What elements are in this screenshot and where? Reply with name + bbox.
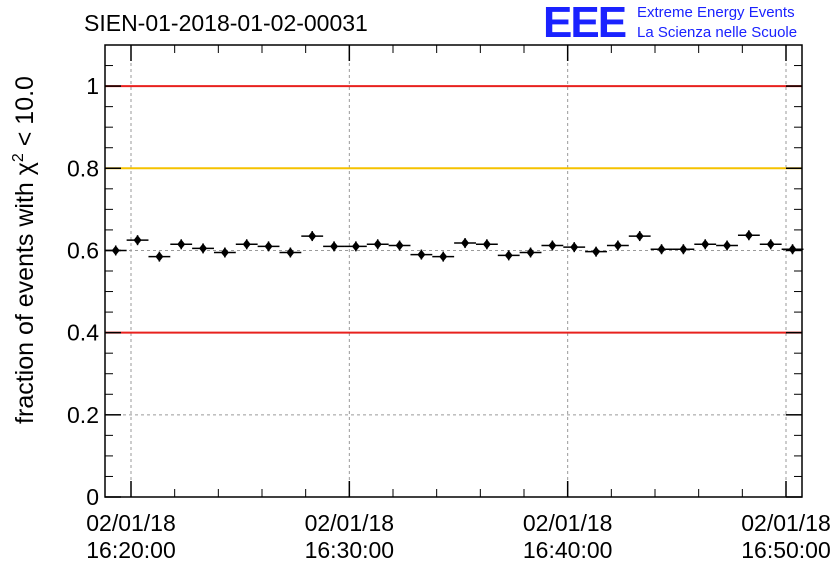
y-tick-label: 0.8 bbox=[67, 155, 99, 181]
data-point-marker bbox=[417, 249, 426, 260]
data-point bbox=[432, 251, 455, 262]
y-tick-label: 0.6 bbox=[67, 237, 99, 263]
data-point-marker bbox=[657, 244, 666, 255]
data-point bbox=[672, 244, 695, 255]
data-point bbox=[410, 249, 433, 260]
data-point-marker bbox=[308, 231, 317, 242]
x-tick-time: 16:30:00 bbox=[305, 537, 395, 563]
data-point bbox=[279, 247, 302, 258]
data-point bbox=[213, 247, 236, 258]
x-tick-time: 16:40:00 bbox=[523, 537, 613, 563]
data-point bbox=[628, 231, 651, 242]
y-tick-label: 0.2 bbox=[67, 402, 99, 428]
data-point bbox=[650, 244, 673, 255]
data-point-marker bbox=[701, 239, 710, 250]
data-point-marker bbox=[242, 239, 251, 250]
data-point bbox=[759, 239, 782, 250]
y-axis-label: fraction of events with χ2 < 10.0 bbox=[10, 76, 39, 424]
data-point bbox=[694, 239, 717, 250]
data-point bbox=[541, 240, 564, 251]
data-point-marker bbox=[199, 243, 208, 254]
data-point-marker bbox=[373, 239, 382, 250]
eee-logo: EEE bbox=[543, 0, 627, 47]
data-points bbox=[104, 230, 804, 262]
data-point bbox=[497, 250, 520, 261]
data-point-marker bbox=[526, 247, 535, 258]
data-point-marker bbox=[177, 239, 186, 250]
data-point-marker bbox=[744, 230, 753, 241]
data-point-marker bbox=[286, 247, 295, 258]
data-point-marker bbox=[635, 231, 644, 242]
data-point-marker bbox=[133, 235, 142, 246]
y-axis-label-suffix: < 10.0 bbox=[11, 76, 39, 153]
data-point bbox=[235, 239, 258, 250]
data-point-marker bbox=[788, 244, 797, 255]
logo-tagline-1: Extreme Energy Events bbox=[637, 4, 795, 21]
data-point-marker bbox=[679, 244, 688, 255]
y-tick-label: 0.4 bbox=[67, 320, 99, 346]
data-point bbox=[148, 251, 171, 262]
data-point-marker bbox=[482, 239, 491, 250]
data-point-marker bbox=[351, 241, 360, 252]
y-axis-label-sup: 2 bbox=[10, 153, 27, 162]
data-point bbox=[781, 244, 804, 255]
data-point bbox=[563, 242, 586, 253]
data-point bbox=[257, 241, 280, 252]
x-tick-date: 02/01/18 bbox=[523, 510, 613, 536]
y-tick-label: 0 bbox=[86, 484, 99, 510]
y-tick-label: 1 bbox=[86, 73, 99, 99]
data-point-marker bbox=[395, 240, 404, 251]
data-point bbox=[366, 239, 389, 250]
data-point bbox=[475, 239, 498, 250]
data-point-marker bbox=[592, 246, 601, 257]
axes: 00.20.40.60.8102/01/1816:20:0002/01/1816… bbox=[67, 44, 831, 563]
x-tick-time: 16:20:00 bbox=[86, 537, 176, 563]
data-point-marker bbox=[504, 250, 513, 261]
data-point bbox=[344, 241, 367, 252]
y-axis-label-prefix: fraction of events with bbox=[11, 175, 39, 424]
data-point bbox=[388, 240, 411, 251]
reference-lines bbox=[105, 85, 802, 334]
grid bbox=[105, 45, 802, 497]
data-point bbox=[454, 238, 476, 249]
x-tick-date: 02/01/18 bbox=[305, 510, 395, 536]
data-point-marker bbox=[723, 240, 732, 251]
data-point-marker bbox=[613, 240, 622, 251]
plot-frame bbox=[104, 44, 803, 498]
data-point-marker bbox=[264, 241, 273, 252]
data-point bbox=[716, 240, 738, 251]
data-point bbox=[301, 231, 324, 242]
data-point-marker bbox=[461, 238, 470, 249]
data-point bbox=[606, 240, 629, 251]
data-point bbox=[170, 239, 193, 250]
data-point-marker bbox=[220, 247, 229, 258]
data-point-marker bbox=[766, 239, 775, 250]
data-point bbox=[737, 230, 760, 241]
chart-title: SIEN-01-2018-01-02-00031 bbox=[84, 10, 368, 36]
data-point bbox=[323, 241, 345, 252]
data-point bbox=[585, 246, 607, 257]
data-point bbox=[192, 243, 214, 254]
x-tick-date: 02/01/18 bbox=[741, 510, 831, 536]
data-point-marker bbox=[439, 251, 448, 262]
data-point-marker bbox=[155, 251, 164, 262]
data-point-marker bbox=[548, 240, 557, 251]
y-axis-label-chi: χ bbox=[11, 162, 39, 175]
x-tick-time: 16:50:00 bbox=[741, 537, 831, 563]
x-tick-date: 02/01/18 bbox=[86, 510, 176, 536]
data-point bbox=[519, 247, 542, 258]
data-point-marker bbox=[570, 242, 579, 253]
data-point-marker bbox=[330, 241, 339, 252]
data-point bbox=[126, 235, 149, 246]
logo-tagline-2: La Scienza nelle Scuole bbox=[637, 24, 798, 41]
